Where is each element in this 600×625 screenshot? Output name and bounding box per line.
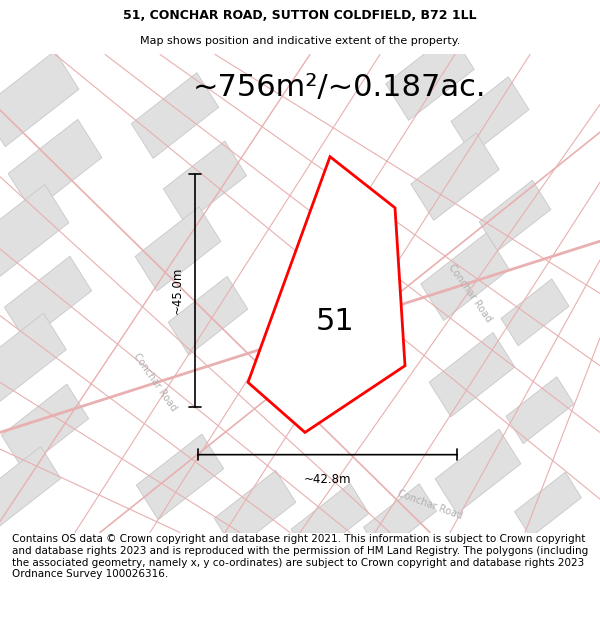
- Polygon shape: [0, 313, 67, 407]
- Polygon shape: [291, 483, 369, 559]
- Polygon shape: [135, 207, 221, 291]
- Polygon shape: [364, 484, 436, 554]
- Text: Map shows position and indicative extent of the property.: Map shows position and indicative extent…: [140, 36, 460, 46]
- Polygon shape: [1, 384, 89, 469]
- Polygon shape: [4, 256, 92, 342]
- Polygon shape: [0, 184, 69, 280]
- Text: 51, CONCHAR ROAD, SUTTON COLDFIELD, B72 1LL: 51, CONCHAR ROAD, SUTTON COLDFIELD, B72 …: [123, 9, 477, 22]
- Polygon shape: [451, 77, 529, 154]
- Polygon shape: [0, 447, 61, 529]
- Polygon shape: [515, 472, 581, 538]
- Polygon shape: [136, 434, 224, 520]
- Polygon shape: [421, 233, 509, 321]
- Polygon shape: [411, 133, 499, 221]
- Text: ~42.8m: ~42.8m: [304, 472, 351, 486]
- Polygon shape: [131, 72, 218, 158]
- Polygon shape: [429, 332, 515, 417]
- Text: Conchar Road: Conchar Road: [446, 262, 494, 324]
- Polygon shape: [479, 180, 551, 251]
- Text: Contains OS data © Crown copyright and database right 2021. This information is : Contains OS data © Crown copyright and d…: [12, 534, 588, 579]
- Polygon shape: [386, 33, 474, 121]
- Text: ~45.0m: ~45.0m: [170, 267, 184, 314]
- Polygon shape: [435, 429, 521, 514]
- Text: 51: 51: [316, 307, 355, 336]
- Polygon shape: [163, 141, 247, 224]
- Polygon shape: [214, 471, 296, 550]
- Polygon shape: [506, 377, 574, 444]
- Text: Conchar Road: Conchar Road: [396, 488, 464, 521]
- Polygon shape: [248, 157, 405, 432]
- Polygon shape: [8, 119, 102, 212]
- Polygon shape: [0, 51, 79, 147]
- Polygon shape: [501, 279, 569, 346]
- Polygon shape: [168, 276, 248, 355]
- Text: ~756m²/~0.187ac.: ~756m²/~0.187ac.: [193, 73, 487, 102]
- Text: Conchar Road: Conchar Road: [131, 352, 179, 413]
